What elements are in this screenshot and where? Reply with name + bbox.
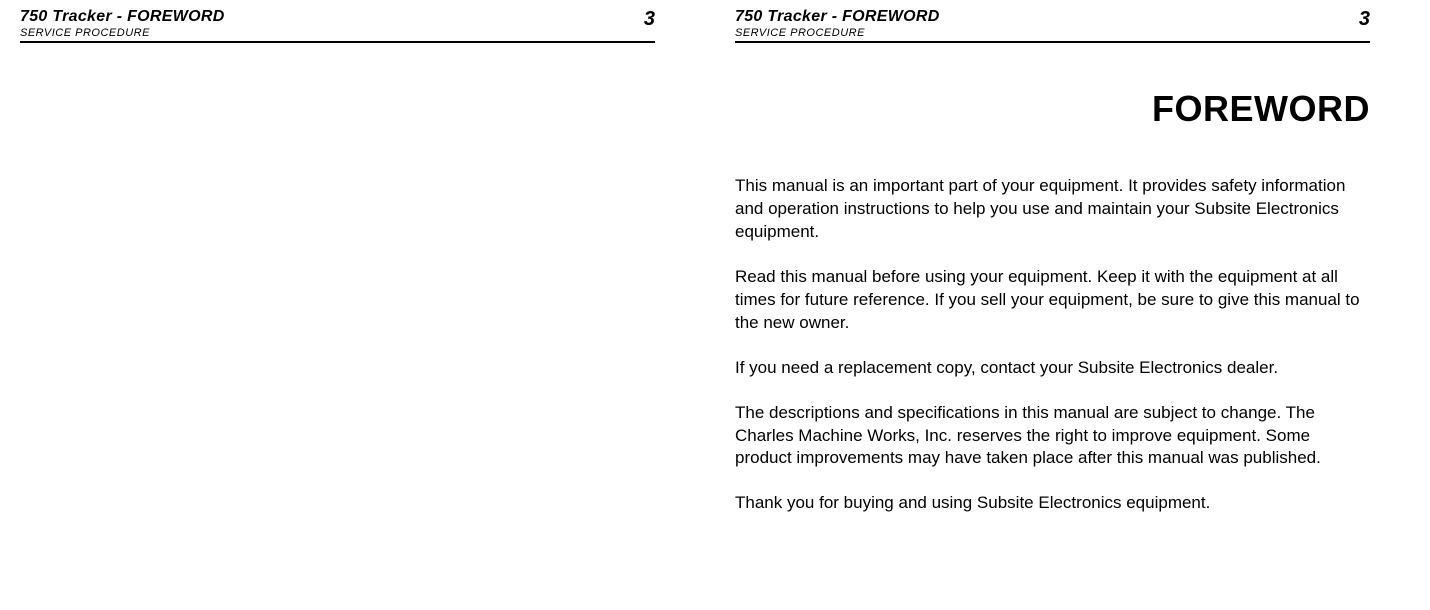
section-title: FOREWORD xyxy=(735,88,1370,130)
doc-subtitle: SERVICE PROCEDURE xyxy=(735,27,940,39)
paragraph: Thank you for buying and using Subsite E… xyxy=(735,492,1370,515)
page-right: 750 Tracker - FOREWORD SERVICE PROCEDURE… xyxy=(715,0,1430,610)
page-number: 3 xyxy=(1359,8,1370,31)
doc-title: 750 Tracker - FOREWORD xyxy=(20,8,225,26)
page-header: 750 Tracker - FOREWORD SERVICE PROCEDURE… xyxy=(20,8,655,43)
page-left: 750 Tracker - FOREWORD SERVICE PROCEDURE… xyxy=(0,0,715,610)
header-left: 750 Tracker - FOREWORD SERVICE PROCEDURE xyxy=(735,8,940,39)
header-left: 750 Tracker - FOREWORD SERVICE PROCEDURE xyxy=(20,8,225,39)
doc-title: 750 Tracker - FOREWORD xyxy=(735,8,940,26)
body-text: This manual is an important part of your… xyxy=(735,175,1370,515)
paragraph: This manual is an important part of your… xyxy=(735,175,1370,244)
page-header: 750 Tracker - FOREWORD SERVICE PROCEDURE… xyxy=(735,8,1370,43)
paragraph: The descriptions and specifications in t… xyxy=(735,402,1370,471)
paragraph: Read this manual before using your equip… xyxy=(735,266,1370,335)
doc-subtitle: SERVICE PROCEDURE xyxy=(20,27,225,39)
page-number: 3 xyxy=(644,8,655,31)
paragraph: If you need a replacement copy, contact … xyxy=(735,357,1370,380)
